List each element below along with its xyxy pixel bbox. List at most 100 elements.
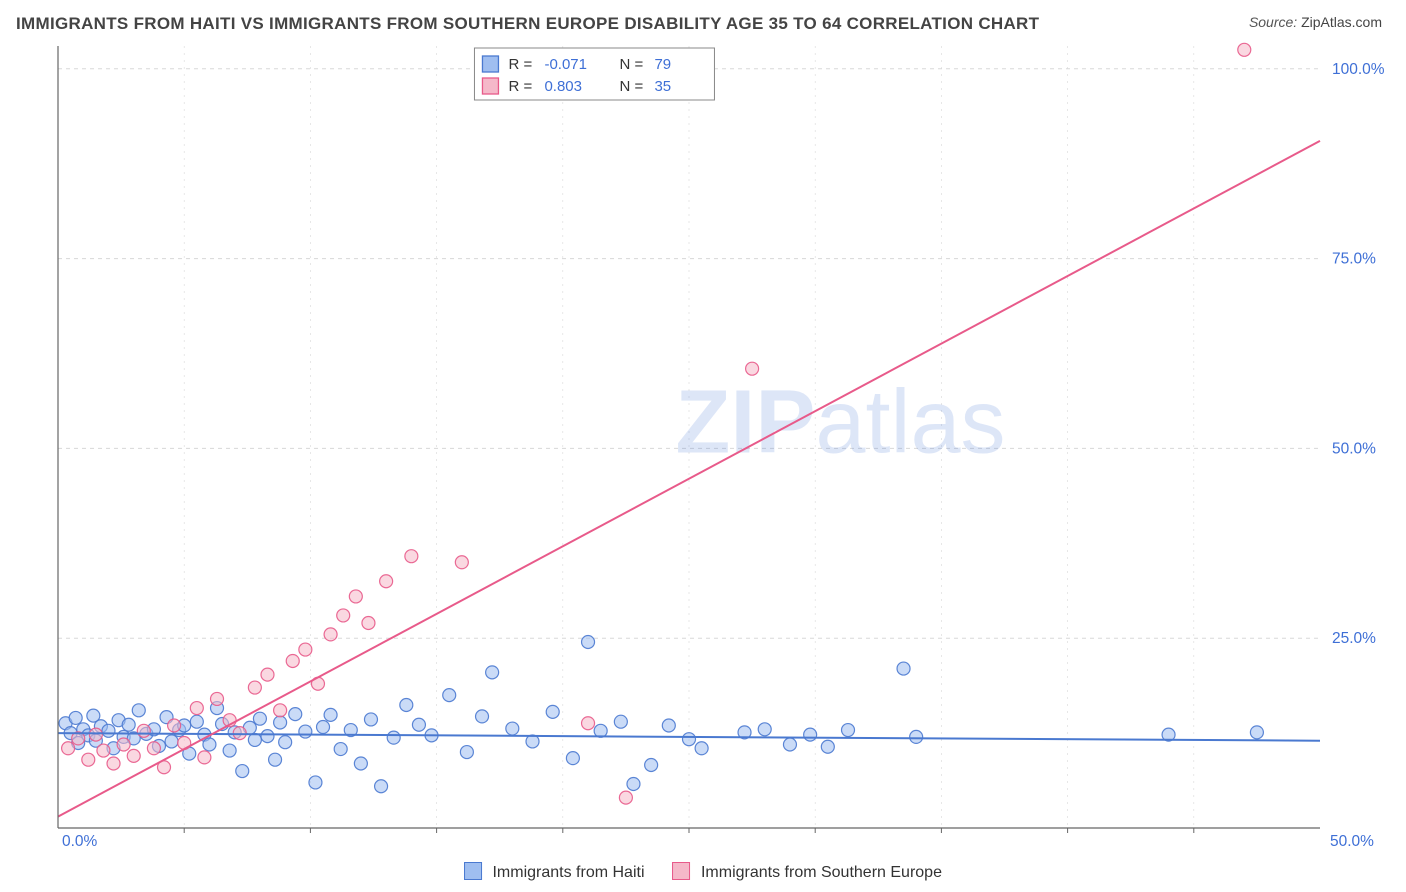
data-point xyxy=(405,550,418,563)
data-point xyxy=(683,733,696,746)
stat-legend-n-label: N = xyxy=(619,56,643,73)
stat-legend-r-value: -0.071 xyxy=(544,56,587,73)
data-point xyxy=(546,705,559,718)
data-point xyxy=(198,751,211,764)
data-point xyxy=(334,743,347,756)
data-point xyxy=(324,628,337,641)
data-point xyxy=(455,556,468,569)
stat-legend-n-value: 35 xyxy=(654,78,671,95)
data-point xyxy=(758,723,771,736)
data-point xyxy=(443,689,456,702)
data-point xyxy=(269,753,282,766)
data-point xyxy=(127,749,140,762)
data-point xyxy=(122,718,135,731)
data-point xyxy=(223,744,236,757)
data-point xyxy=(614,715,627,728)
source-label: Source: xyxy=(1249,14,1297,30)
chart-plot-area: 25.0% 50.0% 75.0% 100.0% ZIPatlas 0.0% 50.0% R … xyxy=(50,40,1390,850)
data-point xyxy=(804,728,817,741)
data-point xyxy=(375,780,388,793)
watermark: ZIPatlas xyxy=(675,373,1005,473)
data-point xyxy=(380,575,393,588)
data-point xyxy=(506,722,519,735)
data-point xyxy=(165,735,178,748)
legend-item-southern-europe: Immigrants from Southern Europe xyxy=(673,862,942,882)
data-point xyxy=(299,725,312,738)
source-attribution: Source: ZipAtlas.com xyxy=(1249,14,1382,30)
data-point xyxy=(137,724,150,737)
data-point xyxy=(107,757,120,770)
data-point xyxy=(1238,43,1251,56)
data-point xyxy=(897,662,910,675)
legend-swatch-haiti xyxy=(464,862,482,880)
data-point xyxy=(619,791,632,804)
stat-legend-swatch xyxy=(482,78,498,94)
data-point xyxy=(233,727,246,740)
data-point xyxy=(274,716,287,729)
data-point xyxy=(349,590,362,603)
data-point xyxy=(168,719,181,732)
data-point xyxy=(486,666,499,679)
data-point xyxy=(117,738,130,751)
legend-bottom: Immigrants from Haiti Immigrants from So… xyxy=(464,862,942,882)
data-point xyxy=(147,742,160,755)
stat-legend-r-label: R = xyxy=(508,56,532,73)
data-point xyxy=(203,738,216,751)
data-point xyxy=(910,730,923,743)
data-point xyxy=(317,721,330,734)
data-point xyxy=(783,738,796,751)
x-tick-label: 0.0% xyxy=(62,833,98,850)
chart-svg: 25.0% 50.0% 75.0% 100.0% ZIPatlas 0.0% 50.0% R … xyxy=(50,40,1390,850)
source-value: ZipAtlas.com xyxy=(1301,14,1382,30)
data-point xyxy=(662,719,675,732)
data-point xyxy=(460,746,473,759)
data-point xyxy=(299,643,312,656)
data-point xyxy=(412,718,425,731)
y-tick-label: 25.0% xyxy=(1332,630,1376,647)
data-point xyxy=(354,757,367,770)
data-point xyxy=(582,717,595,730)
data-point xyxy=(82,753,95,766)
data-point xyxy=(842,724,855,737)
data-point xyxy=(821,740,834,753)
legend-item-haiti: Immigrants from Haiti xyxy=(464,862,644,882)
data-point xyxy=(190,715,203,728)
data-point xyxy=(695,742,708,755)
y-tick-label: 75.0% xyxy=(1332,251,1376,268)
stat-legend-r-value: 0.803 xyxy=(544,78,582,95)
stat-legend-r-label: R = xyxy=(508,78,532,95)
data-point xyxy=(132,704,145,717)
stat-legend-n-value: 79 xyxy=(654,56,671,73)
data-point xyxy=(279,736,292,749)
data-point xyxy=(286,654,299,667)
data-point xyxy=(190,702,203,715)
data-point xyxy=(289,708,302,721)
data-point xyxy=(582,635,595,648)
y-tick-label: 100.0% xyxy=(1332,61,1385,78)
stat-legend-n-label: N = xyxy=(619,78,643,95)
data-point xyxy=(69,711,82,724)
data-point xyxy=(746,362,759,375)
data-point xyxy=(248,681,261,694)
legend-label-southern-europe: Immigrants from Southern Europe xyxy=(701,864,942,881)
data-point xyxy=(274,704,287,717)
y-tick-label: 50.0% xyxy=(1332,440,1376,457)
data-point xyxy=(1250,726,1263,739)
data-point xyxy=(261,668,274,681)
data-point xyxy=(89,728,102,741)
x-tick-label: 50.0% xyxy=(1330,833,1374,850)
data-point xyxy=(309,776,322,789)
data-point xyxy=(627,777,640,790)
legend-label-haiti: Immigrants from Haiti xyxy=(492,864,644,881)
data-point xyxy=(62,742,75,755)
data-point xyxy=(97,744,110,757)
data-point xyxy=(476,710,489,723)
data-point xyxy=(248,733,261,746)
data-point xyxy=(645,758,658,771)
legend-swatch-southern-europe xyxy=(673,862,691,880)
stat-legend-swatch xyxy=(482,56,498,72)
data-point xyxy=(400,699,413,712)
data-point xyxy=(261,730,274,743)
data-point xyxy=(362,617,375,630)
data-point xyxy=(236,765,249,778)
